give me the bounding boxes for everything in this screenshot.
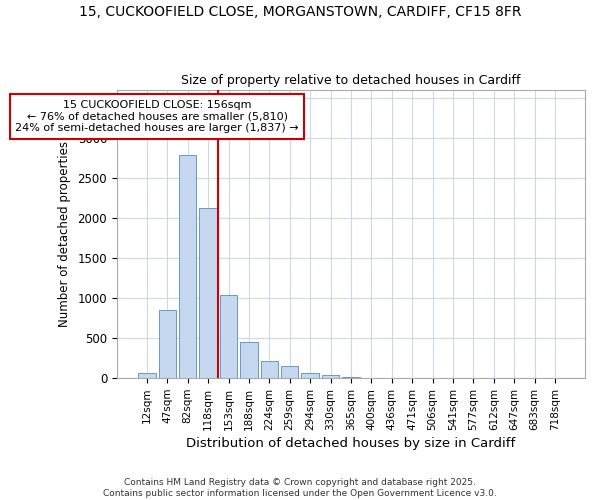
Bar <box>220 295 237 378</box>
Bar <box>281 366 298 378</box>
Bar <box>240 342 257 378</box>
Text: 15, CUCKOOFIELD CLOSE, MORGANSTOWN, CARDIFF, CF15 8FR: 15, CUCKOOFIELD CLOSE, MORGANSTOWN, CARD… <box>79 5 521 19</box>
Bar <box>158 310 176 378</box>
Bar <box>199 208 217 378</box>
Bar <box>301 373 319 378</box>
Text: Contains HM Land Registry data © Crown copyright and database right 2025.
Contai: Contains HM Land Registry data © Crown c… <box>103 478 497 498</box>
Bar <box>138 374 155 378</box>
Bar <box>179 156 196 378</box>
Text: 15 CUCKOOFIELD CLOSE: 156sqm
← 76% of detached houses are smaller (5,810)
24% of: 15 CUCKOOFIELD CLOSE: 156sqm ← 76% of de… <box>15 100 299 133</box>
Bar <box>322 375 339 378</box>
X-axis label: Distribution of detached houses by size in Cardiff: Distribution of detached houses by size … <box>187 437 515 450</box>
Title: Size of property relative to detached houses in Cardiff: Size of property relative to detached ho… <box>181 74 521 87</box>
Bar <box>260 362 278 378</box>
Y-axis label: Number of detached properties: Number of detached properties <box>58 141 71 327</box>
